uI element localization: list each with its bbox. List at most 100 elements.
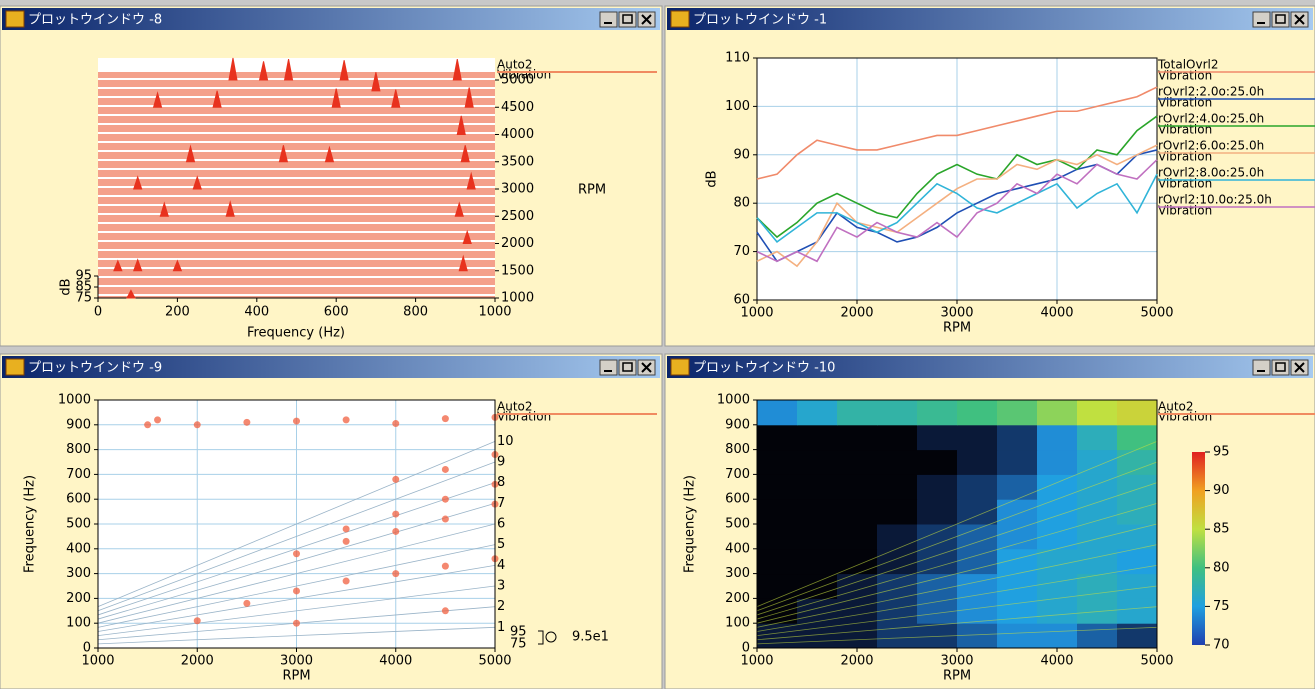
order-label: 6 xyxy=(497,517,505,532)
scatter-point xyxy=(193,617,201,625)
x-axis-label: RPM xyxy=(943,321,971,336)
size-legend-marker xyxy=(545,631,557,643)
x-axis-label: RPM xyxy=(943,669,971,684)
legend-name: Auto2 xyxy=(1158,400,1194,414)
heat-cell xyxy=(1117,449,1158,475)
app-icon xyxy=(670,10,690,28)
order-line xyxy=(97,482,496,616)
order-line xyxy=(756,461,1158,612)
heat-cell xyxy=(757,548,798,575)
heat-cell xyxy=(877,548,918,575)
legend-name: rOvrl2:2.0o:25.0h xyxy=(1158,85,1264,99)
scatter-point xyxy=(293,619,300,627)
spectrum-peak xyxy=(460,145,470,163)
scatter-point xyxy=(144,421,152,429)
heat-cell xyxy=(1077,524,1118,550)
heat-cell xyxy=(917,400,958,426)
x-tick-label: 4000 xyxy=(379,654,412,669)
heat-cell xyxy=(837,424,878,451)
size-legend-label: 75 xyxy=(510,637,527,652)
order-line xyxy=(97,564,496,632)
heat-cell xyxy=(997,524,1038,550)
minimize-button[interactable] xyxy=(599,11,618,28)
window-title: プロットウインドウ -8 xyxy=(28,13,162,28)
x-tick-label: 2000 xyxy=(181,654,214,669)
y-tick-label: 1000 xyxy=(501,291,534,306)
minimize-button[interactable] xyxy=(1252,359,1271,376)
button-glyph xyxy=(1275,362,1286,372)
y-tick-label: 600 xyxy=(66,492,91,507)
heat-cell xyxy=(957,424,998,451)
spectrum-peak xyxy=(462,229,472,244)
x-tick-label: 4000 xyxy=(1040,306,1073,321)
heat-cell xyxy=(957,499,998,525)
y-tick-label: 2500 xyxy=(501,209,534,224)
heat-cell xyxy=(877,424,918,451)
scatter-point xyxy=(293,417,300,425)
x-tick-label: 3000 xyxy=(280,654,313,669)
scatter-point xyxy=(441,465,449,473)
heat-cell xyxy=(1037,424,1078,451)
window-title: プロットウインドウ -10 xyxy=(693,361,835,376)
y-tick-label: 400 xyxy=(725,541,750,556)
order-line xyxy=(756,502,1158,620)
y-tick-label: 200 xyxy=(66,591,91,606)
heat-cell xyxy=(997,499,1038,525)
y-tick-label: 1000 xyxy=(58,393,91,408)
heat-cell xyxy=(997,424,1038,451)
spectrum-peak xyxy=(258,61,269,81)
scatter-point xyxy=(441,562,449,570)
colorbar-tick-label: 70 xyxy=(1213,638,1230,653)
minimize-button[interactable] xyxy=(599,359,618,376)
x-tick-label: 0 xyxy=(94,305,102,320)
scatter-point xyxy=(342,577,350,585)
spectrum-peak xyxy=(228,57,238,81)
x-tick-label: 3000 xyxy=(940,306,973,321)
y-tick-label: 1000 xyxy=(717,393,750,408)
heat-cell xyxy=(797,424,838,451)
x-tick-label: 400 xyxy=(244,305,269,320)
colorbar-tick-label: 80 xyxy=(1213,560,1230,575)
spectrum-peak xyxy=(126,289,136,299)
heat-cell xyxy=(957,524,998,550)
y-tick-label: 4000 xyxy=(501,127,534,142)
heat-cell xyxy=(797,524,838,550)
x-tick-label: 200 xyxy=(165,305,190,320)
y-tick-label: 100 xyxy=(66,616,91,631)
heat-cell xyxy=(757,400,798,426)
y-tick-label: 0 xyxy=(83,641,91,656)
heat-cell xyxy=(837,623,878,649)
spectrum-peak xyxy=(466,171,476,190)
app-icon xyxy=(5,10,25,28)
size-legend-bracket xyxy=(538,630,544,645)
spectrum-peak xyxy=(133,175,143,190)
y-tick-label: 700 xyxy=(725,467,750,482)
scatter-point xyxy=(193,421,201,429)
heat-cell xyxy=(1037,449,1078,475)
y-tick-label: 200 xyxy=(725,591,750,606)
heat-cell xyxy=(1037,548,1078,575)
spectrum-peak xyxy=(225,200,235,217)
heat-cell xyxy=(757,449,798,475)
order-line xyxy=(756,523,1158,624)
title-bar xyxy=(2,8,660,30)
y-tick-label: 90 xyxy=(733,147,750,162)
y-tick-label: 3000 xyxy=(501,182,534,197)
order-label: 10 xyxy=(497,434,514,449)
legend-name: rOvrl2:8.0o:25.0h xyxy=(1158,166,1264,180)
x-tick-label: 1000 xyxy=(740,306,773,321)
db-axis-label: dB xyxy=(59,278,74,295)
legend-channel: Vibration xyxy=(1158,96,1212,110)
y-tick-label: 500 xyxy=(66,517,91,532)
scatter-point xyxy=(392,420,400,428)
heat-cell xyxy=(957,474,998,500)
spectrum-peak xyxy=(331,88,341,108)
minimize-button[interactable] xyxy=(1252,11,1271,28)
series-line xyxy=(756,115,1158,239)
order-label: 5 xyxy=(497,537,505,552)
title-bar xyxy=(667,356,1313,378)
db-tick-label: 85 xyxy=(75,280,92,295)
order-line xyxy=(756,482,1158,616)
heat-cell xyxy=(877,524,918,550)
